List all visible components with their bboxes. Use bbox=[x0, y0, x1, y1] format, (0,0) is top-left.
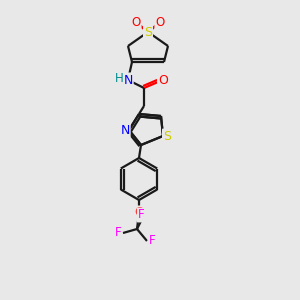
Text: F: F bbox=[149, 235, 155, 248]
Text: O: O bbox=[158, 74, 168, 88]
Text: F: F bbox=[115, 226, 121, 239]
Text: O: O bbox=[134, 206, 144, 220]
Text: F: F bbox=[138, 208, 144, 221]
Text: H: H bbox=[115, 73, 123, 85]
Text: O: O bbox=[131, 16, 141, 29]
Text: N: N bbox=[123, 74, 133, 86]
Text: N: N bbox=[120, 124, 130, 136]
Text: S: S bbox=[163, 130, 171, 142]
Text: S: S bbox=[144, 26, 152, 38]
Text: O: O bbox=[155, 16, 165, 29]
